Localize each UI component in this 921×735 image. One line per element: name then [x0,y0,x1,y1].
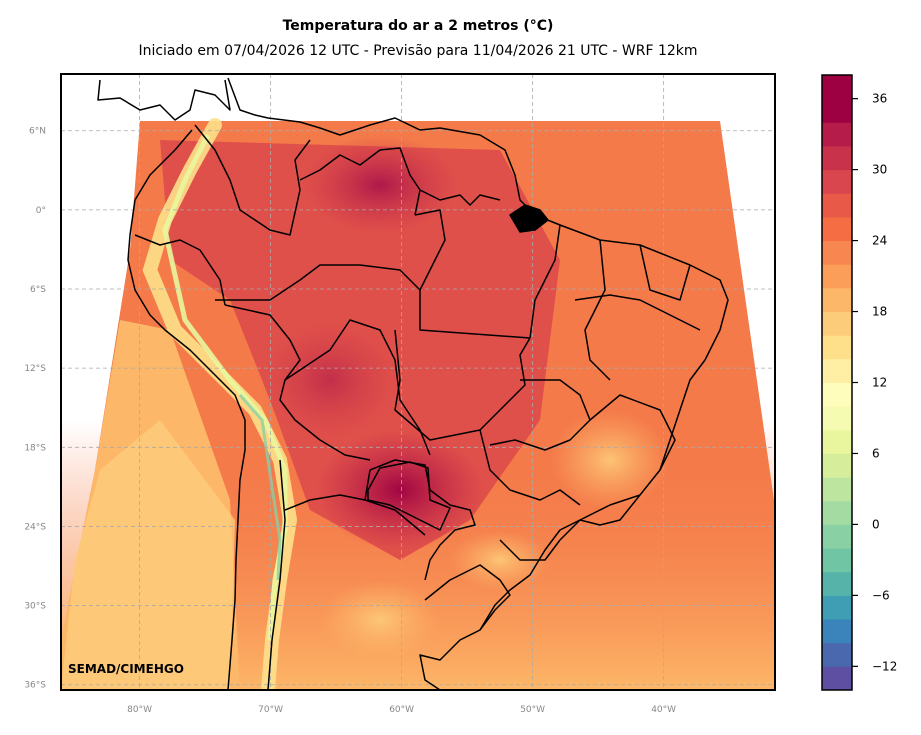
ecuador-border [134,234,226,306]
brazil-state-8 [574,294,701,331]
colorbar-bin [822,500,852,525]
lat-tick-label: 6°N [29,127,46,137]
colorbar-tick-label: 18 [872,305,887,319]
borders [97,77,729,690]
south-cool [450,530,550,590]
colorbar-bin [822,429,852,454]
colorbar-bin [822,193,852,218]
colorbar-bin [822,122,852,147]
lat-tick-label: 36°S [24,681,46,691]
cerrado-hot [260,320,400,440]
colorbar-tick-label: 6 [872,446,880,460]
colorbar-bin [822,169,852,194]
lat-tick-label: 12°S [24,364,46,374]
colorbar-bin [822,453,852,478]
colorbar-tick-label: −12 [872,659,897,673]
brazil-state-2 [414,209,446,291]
lat-tick-label: 30°S [24,602,46,612]
colorbar-tick-label: 12 [872,376,887,390]
east-highlands-cool [550,410,670,510]
colorbar-bin [822,477,852,502]
colorbar-tick-label: 36 [872,92,887,106]
colorbar-tick-label: 30 [872,163,887,177]
argentina-border [284,494,366,511]
map-frame [60,73,776,691]
colorbar-tick-label: −6 [872,588,890,602]
colorbar-bin [822,382,852,407]
brazil-state-3 [529,224,561,339]
lon-tick-label: 80°W [127,705,152,715]
lon-tick-label: 60°W [389,705,414,715]
brazil-state-6 [479,429,581,506]
central-america-coast [97,79,231,121]
colorbar-bin [822,595,852,620]
brazil-state-5 [489,379,591,451]
lat-tick-label: 0° [36,206,46,216]
paraguay-hot-core [315,430,485,550]
colorbar-bin [822,335,852,360]
pacific-coast [127,129,246,690]
lat-tick-label: 24°S [24,522,46,532]
chart-title: Temperatura do ar a 2 metros (°C) [282,18,554,34]
colorbar-bin [822,216,852,242]
brazil-state-11 [559,494,641,541]
lat-tick-label: 6°S [30,285,46,295]
latitude-labels: 6°N 0° 6°S 12°S 18°S 24°S 30°S 36°S [24,127,46,691]
colorbar-bin [822,311,852,336]
colorbar-bin [822,358,852,383]
colorbar-tick-label: 0 [872,517,880,531]
colorbar-ticks: 36 30 24 18 12 6 0 −6 −12 [852,92,897,673]
amazon-delta [509,204,549,233]
colorbar-bin [822,98,852,123]
bolivia-border [284,319,431,456]
lon-tick-label: 50°W [520,705,545,715]
brazil-state-1 [215,264,531,339]
lon-tick-label: 40°W [651,705,676,715]
colorbar [822,75,852,691]
colorbar-bin [822,145,852,171]
colorbar-bin [822,75,852,100]
brazil-state-12 [499,539,561,561]
pacific-coast-field [61,420,235,690]
chile-argentina-border [267,459,286,690]
colorbar-bin [822,240,852,265]
colorbar-bin [822,406,852,431]
colorbar-bin [822,548,852,573]
map-area [61,74,775,690]
lon-tick-label: 70°W [258,705,283,715]
longitude-labels: 80°W 70°W 60°W 50°W 40°W [127,705,676,715]
colorbar-bin [822,287,852,313]
paraguay-outline [367,461,451,531]
colorbar-bin [822,619,852,644]
venezuela-border [299,147,421,216]
colombia-border [194,124,311,236]
colorbar-bin [822,524,852,549]
colorbar-tick-label: 24 [872,234,887,248]
south-america-coast [227,77,729,690]
colorbar-bin [822,666,852,691]
lat-tick-label: 18°S [24,443,46,453]
argentina-cool [320,580,440,660]
guyana-border [419,189,501,206]
peru-brazil-border [224,304,371,461]
chart-subtitle: Iniciado em 07/04/2026 12 UTC - Previsão… [138,43,698,59]
credit-label: SEMAD/CIMEHGO [68,662,184,676]
brazil-state-7 [589,394,676,471]
brazil-state-9 [584,239,611,381]
brazil-state-10 [639,244,691,301]
paraguay-west [364,469,426,536]
colorbar-bin [822,642,852,667]
colorbar-bin [822,571,852,596]
colorbar-bin [822,264,852,289]
uruguay-border [424,564,511,631]
